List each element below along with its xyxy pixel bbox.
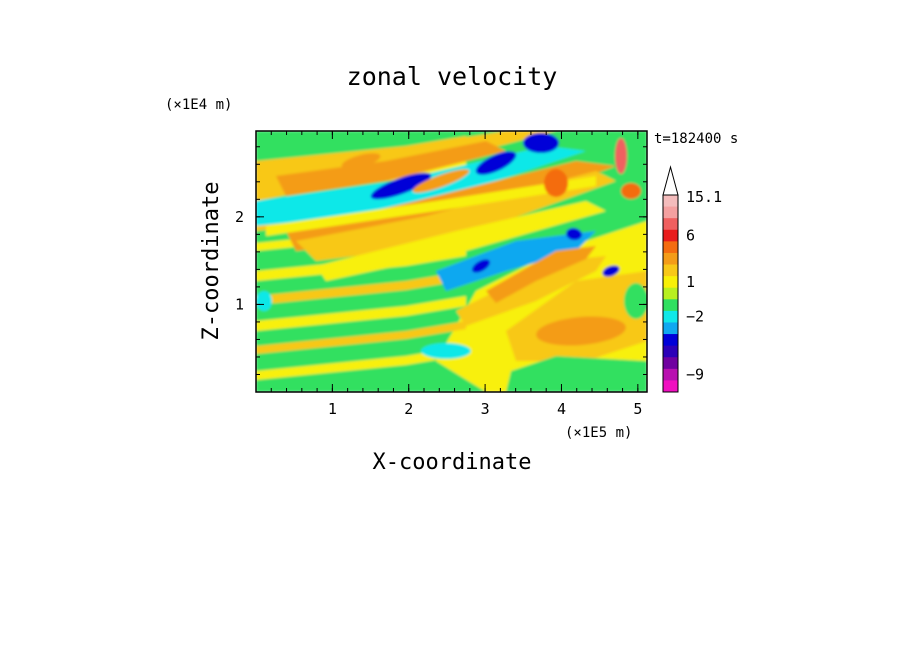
colorbar-bin bbox=[663, 380, 678, 393]
colorbar-extend-arrow bbox=[662, 165, 679, 196]
stripe-band-6 bbox=[256, 296, 466, 331]
x-tick-label: 3 bbox=[481, 400, 490, 418]
colorbar-bin bbox=[663, 287, 678, 300]
orange-core-1 bbox=[412, 169, 470, 193]
right-green-patch bbox=[624, 283, 647, 319]
lower-band-sky bbox=[436, 231, 596, 291]
colorbar-bin bbox=[663, 322, 678, 335]
orange-core-2 bbox=[341, 153, 381, 169]
x-tick-label: 1 bbox=[328, 400, 337, 418]
x-axis-label: X-coordinate bbox=[373, 450, 532, 475]
time-label: t=182400 s bbox=[654, 131, 738, 147]
colorbar-label: 1 bbox=[686, 273, 695, 291]
chart-title: zonal velocity bbox=[347, 62, 558, 91]
blue-core-4 bbox=[566, 227, 582, 241]
colorbar-bin bbox=[663, 299, 678, 312]
bottom-cyan-patch bbox=[421, 343, 471, 359]
y-tick-label: 1 bbox=[235, 295, 244, 313]
blue-core-3 bbox=[523, 133, 559, 153]
x-scale-note: (×1E5 m) bbox=[565, 425, 632, 441]
y-tick-label: 2 bbox=[235, 208, 244, 226]
colorbar-bin bbox=[663, 195, 678, 208]
colorbar: 15.1 6 1 −2 −9 bbox=[662, 165, 722, 393]
blue-core-6 bbox=[602, 265, 620, 277]
upper-band-orange bbox=[276, 141, 506, 196]
y-scale-note: (×1E4 m) bbox=[165, 97, 232, 113]
blue-core-2 bbox=[475, 151, 517, 175]
stripe-band-5 bbox=[256, 271, 466, 305]
colorbar-bin bbox=[663, 264, 678, 277]
colorbar-bin bbox=[663, 276, 678, 289]
colorbar-bin bbox=[663, 368, 678, 381]
orange-patch bbox=[536, 316, 626, 346]
green-region bbox=[506, 356, 647, 392]
colorbar-label: 15.1 bbox=[686, 188, 722, 206]
colorbar-bin bbox=[663, 218, 678, 231]
blue-core-5 bbox=[471, 259, 491, 273]
colorbar-bin bbox=[663, 310, 678, 323]
x-tick-label: 5 bbox=[633, 400, 642, 418]
lower-band-gold bbox=[456, 256, 606, 326]
colorbar-bin bbox=[663, 357, 678, 370]
stripe-band-8 bbox=[256, 346, 466, 380]
contour-field bbox=[256, 131, 647, 392]
left-cyan-patch bbox=[256, 291, 272, 311]
colorbar-frame bbox=[662, 194, 679, 393]
red-core-2 bbox=[615, 138, 627, 174]
colorbar-bin bbox=[663, 334, 678, 347]
colorbar-bin bbox=[663, 345, 678, 358]
colorbar-label: −2 bbox=[686, 308, 704, 326]
x-tick-label: 2 bbox=[404, 400, 413, 418]
middle-band-yellow bbox=[266, 176, 596, 236]
colorbar-bin bbox=[663, 252, 678, 266]
colorbar-bin bbox=[663, 229, 678, 242]
plot-frame bbox=[255, 130, 648, 393]
red-core-1 bbox=[544, 169, 568, 197]
x-tick-label: 4 bbox=[557, 400, 566, 418]
blue-core-1 bbox=[370, 172, 432, 200]
stripe-band-7 bbox=[256, 321, 466, 354]
colorbar-label: −9 bbox=[686, 366, 704, 384]
colorbar-label: 6 bbox=[686, 227, 695, 245]
x-axis: 1 2 3 4 5 bbox=[270, 131, 642, 418]
lower-band-orange bbox=[486, 246, 596, 303]
red-core-3 bbox=[621, 183, 641, 199]
colorbar-bin bbox=[663, 241, 678, 254]
lower-band-yellow bbox=[316, 201, 606, 281]
colorbar-bin bbox=[663, 206, 678, 219]
y-axis-label: Z-coordinate bbox=[199, 182, 224, 341]
y-axis: 12 bbox=[235, 146, 647, 375]
